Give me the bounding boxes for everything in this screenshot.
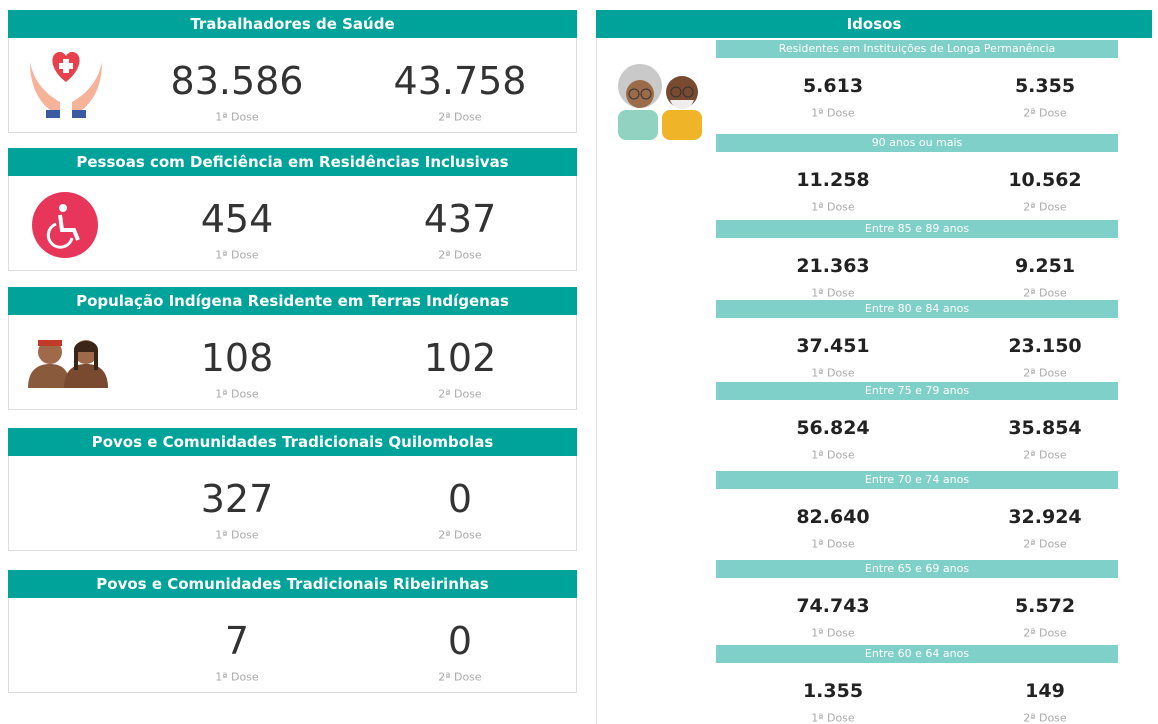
dose1-label: 1ª Dose (783, 449, 883, 462)
group-title: Entre 80 e 84 anos (716, 300, 1118, 318)
dose2-value: 5.572 (965, 595, 1125, 617)
dose2-label: 2ª Dose (410, 388, 510, 401)
dose1-label: 1ª Dose (187, 249, 287, 262)
dose1-value: 56.824 (753, 417, 913, 439)
dose1-value: 5.613 (753, 75, 913, 97)
dose2-value: 10.562 (965, 169, 1125, 191)
dose1-value: 21.363 (753, 255, 913, 277)
elderly-icon (610, 62, 710, 142)
dose2-value: 102 (360, 336, 560, 380)
card-title: População Indígena Residente em Terras I… (8, 287, 577, 315)
dose2-label: 2ª Dose (995, 107, 1095, 120)
dose2-label: 2ª Dose (995, 538, 1095, 551)
dose1-label: 1ª Dose (187, 529, 287, 542)
dose1-label: 1ª Dose (783, 538, 883, 551)
dose1-label: 1ª Dose (783, 107, 883, 120)
dose2-value: 5.355 (965, 75, 1125, 97)
dose2-label: 2ª Dose (995, 287, 1095, 300)
dose1-label: 1ª Dose (783, 287, 883, 300)
dose2-label: 2ª Dose (995, 712, 1095, 724)
dose2-label: 2ª Dose (995, 201, 1095, 214)
dose2-value: 0 (360, 477, 560, 521)
divider (596, 38, 597, 724)
dose1-value: 83.586 (137, 59, 337, 103)
panel-title: Idosos (596, 10, 1152, 38)
dose2-value: 32.924 (965, 506, 1125, 528)
dose1-label: 1ª Dose (187, 671, 287, 684)
group-title: Entre 60 e 64 anos (716, 645, 1118, 663)
card-title: Povos e Comunidades Tradicionais Ribeiri… (8, 570, 577, 598)
dose1-label: 1ª Dose (783, 712, 883, 724)
dose1-value: 37.451 (753, 335, 913, 357)
group-title: 90 anos ou mais (716, 134, 1118, 152)
card-title: Povos e Comunidades Tradicionais Quilomb… (8, 428, 577, 456)
dose1-value: 1.355 (753, 680, 913, 702)
dose1-label: 1ª Dose (783, 201, 883, 214)
group-title: Entre 85 e 89 anos (716, 220, 1118, 238)
group-title: Entre 65 e 69 anos (716, 560, 1118, 578)
dose1-value: 454 (137, 197, 337, 241)
dose2-value: 149 (965, 680, 1125, 702)
dose2-label: 2ª Dose (995, 449, 1095, 462)
dose2-value: 43.758 (360, 59, 560, 103)
dose1-value: 11.258 (753, 169, 913, 191)
dose1-label: 1ª Dose (783, 367, 883, 380)
dose2-label: 2ª Dose (410, 529, 510, 542)
dose1-value: 7 (137, 619, 337, 663)
card-title: Pessoas com Deficiência em Residências I… (8, 148, 577, 176)
dose2-label: 2ª Dose (410, 671, 510, 684)
dose2-label: 2ª Dose (410, 111, 510, 124)
group-title: Entre 75 e 79 anos (716, 382, 1118, 400)
dose2-value: 35.854 (965, 417, 1125, 439)
dose2-label: 2ª Dose (995, 627, 1095, 640)
group-title: Entre 70 e 74 anos (716, 471, 1118, 489)
dose1-value: 108 (137, 336, 337, 380)
dose2-value: 23.150 (965, 335, 1125, 357)
dose1-value: 74.743 (753, 595, 913, 617)
group-title: Residentes em Instituições de Longa Perm… (716, 40, 1118, 58)
dose2-label: 2ª Dose (410, 249, 510, 262)
dose2-label: 2ª Dose (995, 367, 1095, 380)
dose2-value: 437 (360, 197, 560, 241)
dose2-value: 0 (360, 619, 560, 663)
dose1-label: 1ª Dose (783, 627, 883, 640)
dose1-label: 1ª Dose (187, 111, 287, 124)
dashboard: Trabalhadores de Saúde 83.586 43.758 1ª Dos… (0, 0, 1158, 724)
dose2-value: 9.251 (965, 255, 1125, 277)
dose1-value: 82.640 (753, 506, 913, 528)
dose1-value: 327 (137, 477, 337, 521)
dose1-label: 1ª Dose (187, 388, 287, 401)
card-title: Trabalhadores de Saúde (8, 10, 577, 38)
